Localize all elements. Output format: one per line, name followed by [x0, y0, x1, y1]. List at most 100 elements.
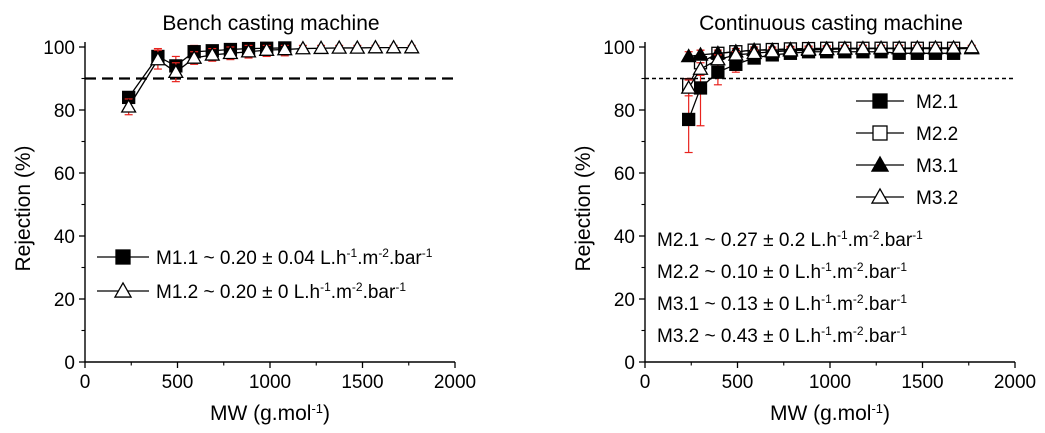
text-part: M1.2 ~ 0.20 ± 0 L.h	[156, 282, 320, 303]
superscript: -1	[837, 228, 848, 242]
bench-casting-panel: Bench casting machine 0 500 1000 1500 2000 0 2…	[12, 12, 476, 425]
data-point	[120, 98, 137, 113]
x-tick-label: 1500	[901, 372, 943, 393]
legend-marker	[872, 93, 888, 109]
superscript: -1	[395, 280, 406, 294]
legend-label: M3.2	[916, 188, 958, 209]
y-tick-label: 40	[614, 227, 635, 248]
x-tick-label: 1500	[341, 372, 383, 393]
text-part: .m	[357, 248, 378, 269]
text-part: .m	[848, 230, 869, 251]
series-line	[688, 51, 954, 120]
legend-marker	[115, 249, 131, 265]
text-part: .bar	[363, 282, 396, 303]
superscript: -2	[352, 280, 363, 294]
data-point	[186, 49, 203, 64]
superscript: -1	[311, 401, 323, 416]
permeability-note: M3.1 ~ 0.13 ± 0 L.h-1.m-2.bar-1	[657, 292, 907, 315]
data-point	[909, 39, 926, 54]
data-point	[945, 39, 962, 54]
x-tick-label: 2000	[434, 372, 476, 393]
data-point	[222, 45, 239, 60]
legend-label: M2.1	[916, 92, 958, 113]
text-part: .m	[832, 262, 853, 283]
data-point	[276, 41, 293, 56]
data-point	[294, 40, 311, 55]
y-tick-label: 100	[43, 38, 75, 59]
x-tick-label: 1000	[809, 372, 851, 393]
data-point	[818, 41, 835, 56]
data-point	[764, 43, 781, 58]
superscript: -1	[896, 324, 907, 338]
legend-label: M2.2	[916, 124, 958, 145]
text-part: M2.1 ~ 0.27 ± 0.2 L.h	[657, 230, 837, 251]
series-line	[128, 46, 412, 108]
data-point	[692, 46, 709, 61]
chart-title: Continuous casting machine	[699, 12, 963, 35]
y-tick-label: 40	[54, 227, 75, 248]
superscript: -2	[378, 246, 389, 260]
legend-marker	[870, 155, 890, 172]
superscript: -1	[821, 260, 832, 274]
continuous-casting-panel: Continuous casting machine 0 500 1000 1500 2…	[572, 12, 1036, 425]
superscript: -1	[320, 280, 331, 294]
x-tick-label: 2000	[994, 372, 1036, 393]
text-part: )	[323, 402, 330, 425]
superscript: -1	[896, 292, 907, 306]
superscript: -1	[821, 324, 832, 338]
y-tick-label: 80	[614, 101, 635, 122]
data-point	[854, 40, 871, 55]
text-part: MW (g.mol	[770, 402, 872, 425]
data-point	[167, 63, 184, 79]
text-part: .bar	[879, 230, 912, 251]
y-tick-label: 60	[54, 164, 75, 185]
data-point	[727, 46, 744, 61]
data-point	[385, 39, 402, 54]
data-point	[746, 45, 763, 60]
legend-marker	[872, 125, 888, 141]
text-part: MW (g.mol	[210, 402, 312, 425]
x-tick-label: 500	[722, 372, 754, 393]
superscript: -2	[853, 292, 864, 306]
data-point	[313, 40, 330, 55]
y-tick-label: 60	[614, 164, 635, 185]
data-point	[204, 46, 221, 61]
permeability-note: M2.1 ~ 0.27 ± 0.2 L.h-1.m-2.bar-1	[657, 228, 923, 251]
data-point	[149, 51, 166, 66]
data-point	[403, 39, 420, 54]
data-point	[711, 65, 725, 79]
x-tick-label: 0	[640, 372, 651, 393]
y-tick-label: 20	[54, 290, 75, 311]
data-point	[693, 81, 708, 95]
y-axis-title: Rejection (%)	[572, 145, 595, 271]
data-point	[782, 42, 799, 57]
superscript: -1	[821, 292, 832, 306]
data-point	[680, 79, 697, 94]
y-tick-label: 0	[64, 353, 75, 374]
x-axis-title: MW (g.mol-1)	[210, 401, 330, 425]
y-axis-title: Rejection (%)	[12, 145, 35, 271]
data-point	[258, 41, 275, 56]
y-tick-label: 20	[614, 290, 635, 311]
superscript: -2	[853, 324, 864, 338]
y-tick-label: 80	[54, 101, 75, 122]
y-tick-label: 0	[624, 353, 635, 374]
data-point	[680, 48, 697, 63]
legend-label: M3.1	[916, 156, 958, 177]
legend-marker	[870, 187, 890, 204]
data-point	[963, 39, 980, 54]
data-point	[367, 39, 384, 54]
data-point	[692, 60, 709, 75]
text-part: )	[883, 402, 890, 425]
data-point	[331, 39, 348, 54]
superscript: -1	[912, 228, 923, 242]
text-part: M3.2 ~ 0.43 ± 0 L.h	[657, 326, 821, 347]
y-tick-label: 100	[603, 38, 635, 59]
data-point	[800, 41, 817, 56]
legend-marker	[113, 281, 133, 298]
series-M3.2	[680, 39, 980, 97]
text-part: .bar	[389, 248, 422, 269]
superscript: -1	[347, 246, 358, 260]
text-part: .m	[832, 294, 853, 315]
